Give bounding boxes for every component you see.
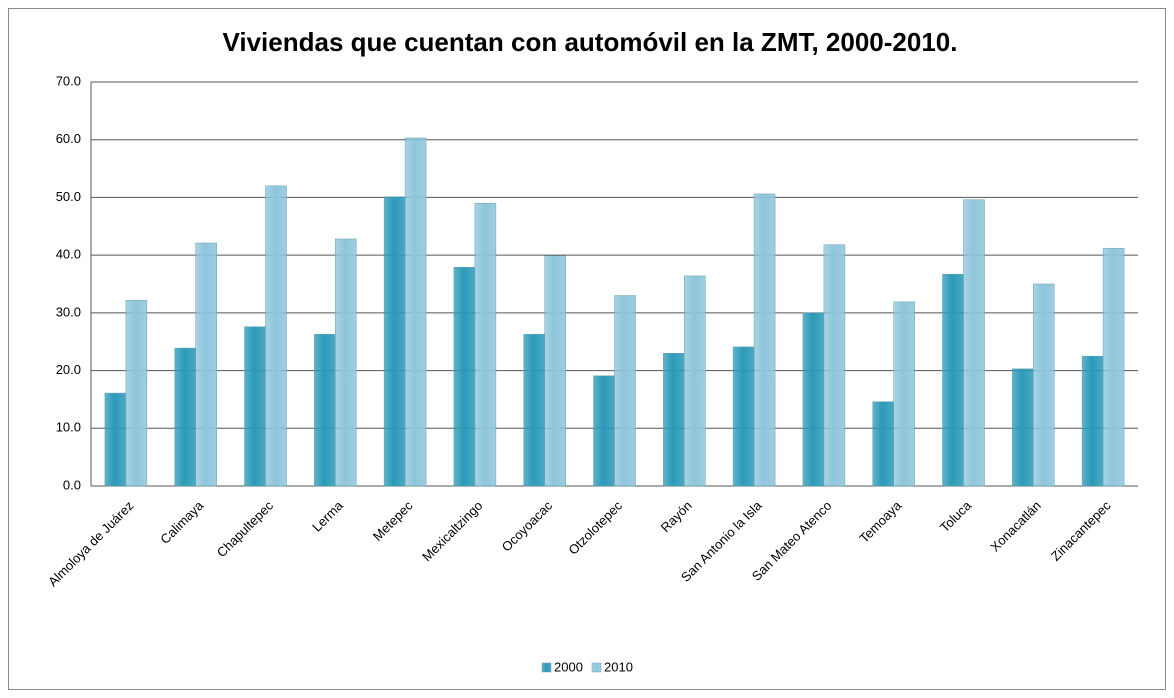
bar [523,333,545,487]
bar [404,137,427,487]
chart-title: Viviendas que cuentan con automóvil en l… [223,27,958,57]
bar [195,242,217,487]
bar [544,255,566,487]
legend-label: 2000 [554,659,583,674]
bar [104,392,127,487]
bar [593,375,615,487]
bar [314,333,336,487]
y-tick-label: 10.0 [56,420,81,435]
bar [1081,355,1104,487]
bar [1102,247,1125,487]
bar [732,346,755,487]
bar [663,353,685,487]
bar [614,295,636,487]
bar [335,238,357,487]
y-tick-label: 40.0 [56,247,81,262]
legend-swatch [591,662,602,673]
bar [802,312,825,487]
y-tick-label: 0.0 [63,477,81,492]
bar [1012,368,1034,487]
bar [942,273,964,487]
bar [684,275,706,487]
bar [1033,283,1055,487]
legend-label: 2010 [604,659,633,674]
y-tick-label: 70.0 [56,73,81,88]
y-tick-label: 60.0 [56,131,81,146]
bar [753,193,776,487]
bar [453,267,476,487]
bar [265,185,287,487]
bar [893,301,915,487]
bar [872,401,894,487]
y-tick-label: 20.0 [56,362,81,377]
y-tick-label: 50.0 [56,189,81,204]
bar [474,202,497,487]
bar [174,347,196,487]
bar [125,299,148,487]
y-tick-label: 30.0 [56,304,81,319]
bar [823,244,846,487]
bar [963,199,985,487]
bar [383,196,406,487]
bar [244,326,266,487]
legend-swatch [541,662,552,673]
